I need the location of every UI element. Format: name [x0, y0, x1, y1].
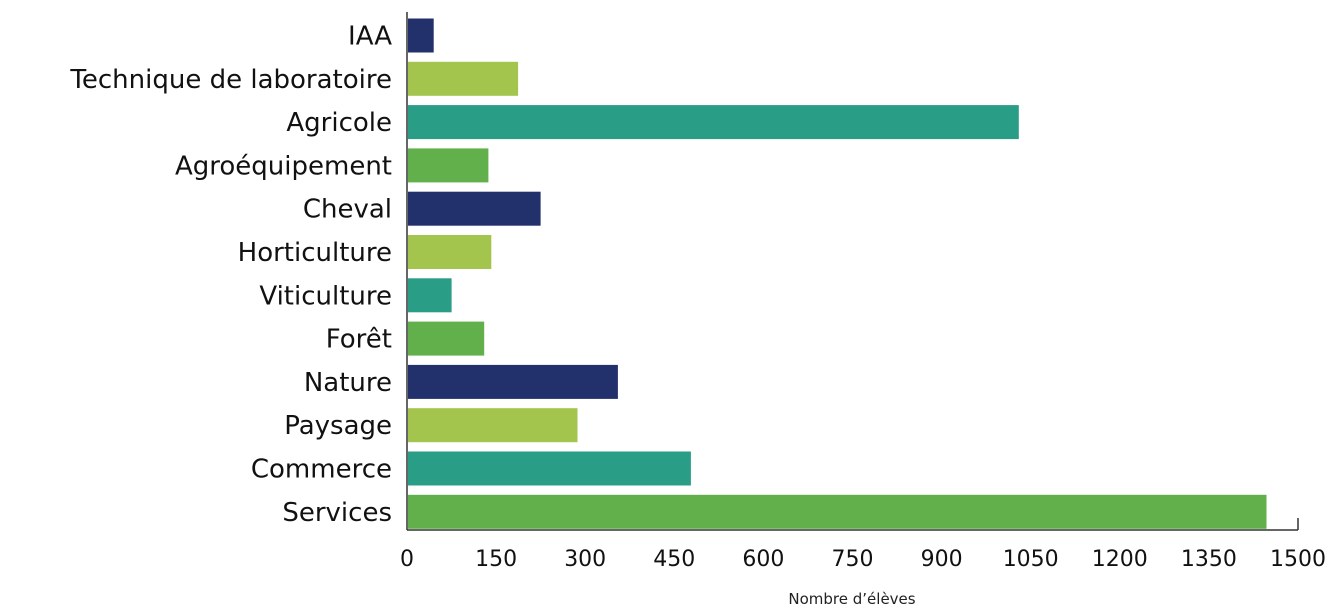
x-tick-labels: 0 150 300 450 600 750 900 1050 1200 1350 1500 — [400, 547, 1326, 572]
bar-iaa — [408, 18, 434, 53]
x-tick-label-1200: 1200 — [1092, 547, 1148, 572]
bars — [408, 18, 1267, 529]
x-tick-label-150: 150 — [475, 547, 517, 572]
category-label-cheval: Cheval — [303, 195, 392, 225]
bar-horticulture — [408, 235, 492, 269]
x-tick-label-450: 450 — [653, 547, 695, 572]
x-tick-label-0: 0 — [400, 547, 414, 572]
category-label-nature: Nature — [304, 368, 392, 398]
category-label-commerce: Commerce — [251, 455, 392, 485]
category-label-services: Services — [282, 498, 392, 528]
x-tick-label-900: 900 — [921, 547, 963, 572]
bar-technique-de-laboratoire — [408, 61, 519, 96]
bar-agroequipement — [408, 148, 489, 183]
bar-nature — [408, 364, 618, 399]
bar-cheval — [408, 191, 541, 226]
x-tick-label-1500: 1500 — [1270, 547, 1326, 572]
x-tick-label-300: 300 — [564, 547, 606, 572]
x-tick-label-750: 750 — [832, 547, 874, 572]
bar-services — [408, 494, 1267, 529]
bar-commerce — [408, 451, 691, 486]
bar-viticulture — [408, 278, 452, 313]
x-tick-label-600: 600 — [742, 547, 784, 572]
category-label-agricole: Agricole — [286, 108, 392, 138]
bar-agricole — [408, 105, 1019, 140]
category-label-foret: Forêt — [326, 325, 392, 355]
category-label-horticulture: Horticulture — [238, 238, 392, 268]
category-labels: IAA Technique de laboratoire Agricole Agroé… — [69, 22, 392, 528]
category-label-agroequipement: Agroéquipement — [175, 151, 392, 181]
x-axis-title: Nombre d’élèves — [788, 590, 915, 608]
x-tick-label-1350: 1350 — [1181, 547, 1237, 572]
category-label-iaa: IAA — [348, 22, 392, 52]
bar-paysage — [408, 408, 578, 443]
category-label-technique-de-laboratoire: Technique de laboratoire — [69, 65, 392, 95]
category-label-viticulture: Viticulture — [259, 281, 392, 311]
axes — [406, 12, 1299, 531]
category-label-paysage: Paysage — [284, 411, 392, 441]
bar-foret — [408, 321, 485, 356]
x-tick-label-1050: 1050 — [1003, 547, 1059, 572]
